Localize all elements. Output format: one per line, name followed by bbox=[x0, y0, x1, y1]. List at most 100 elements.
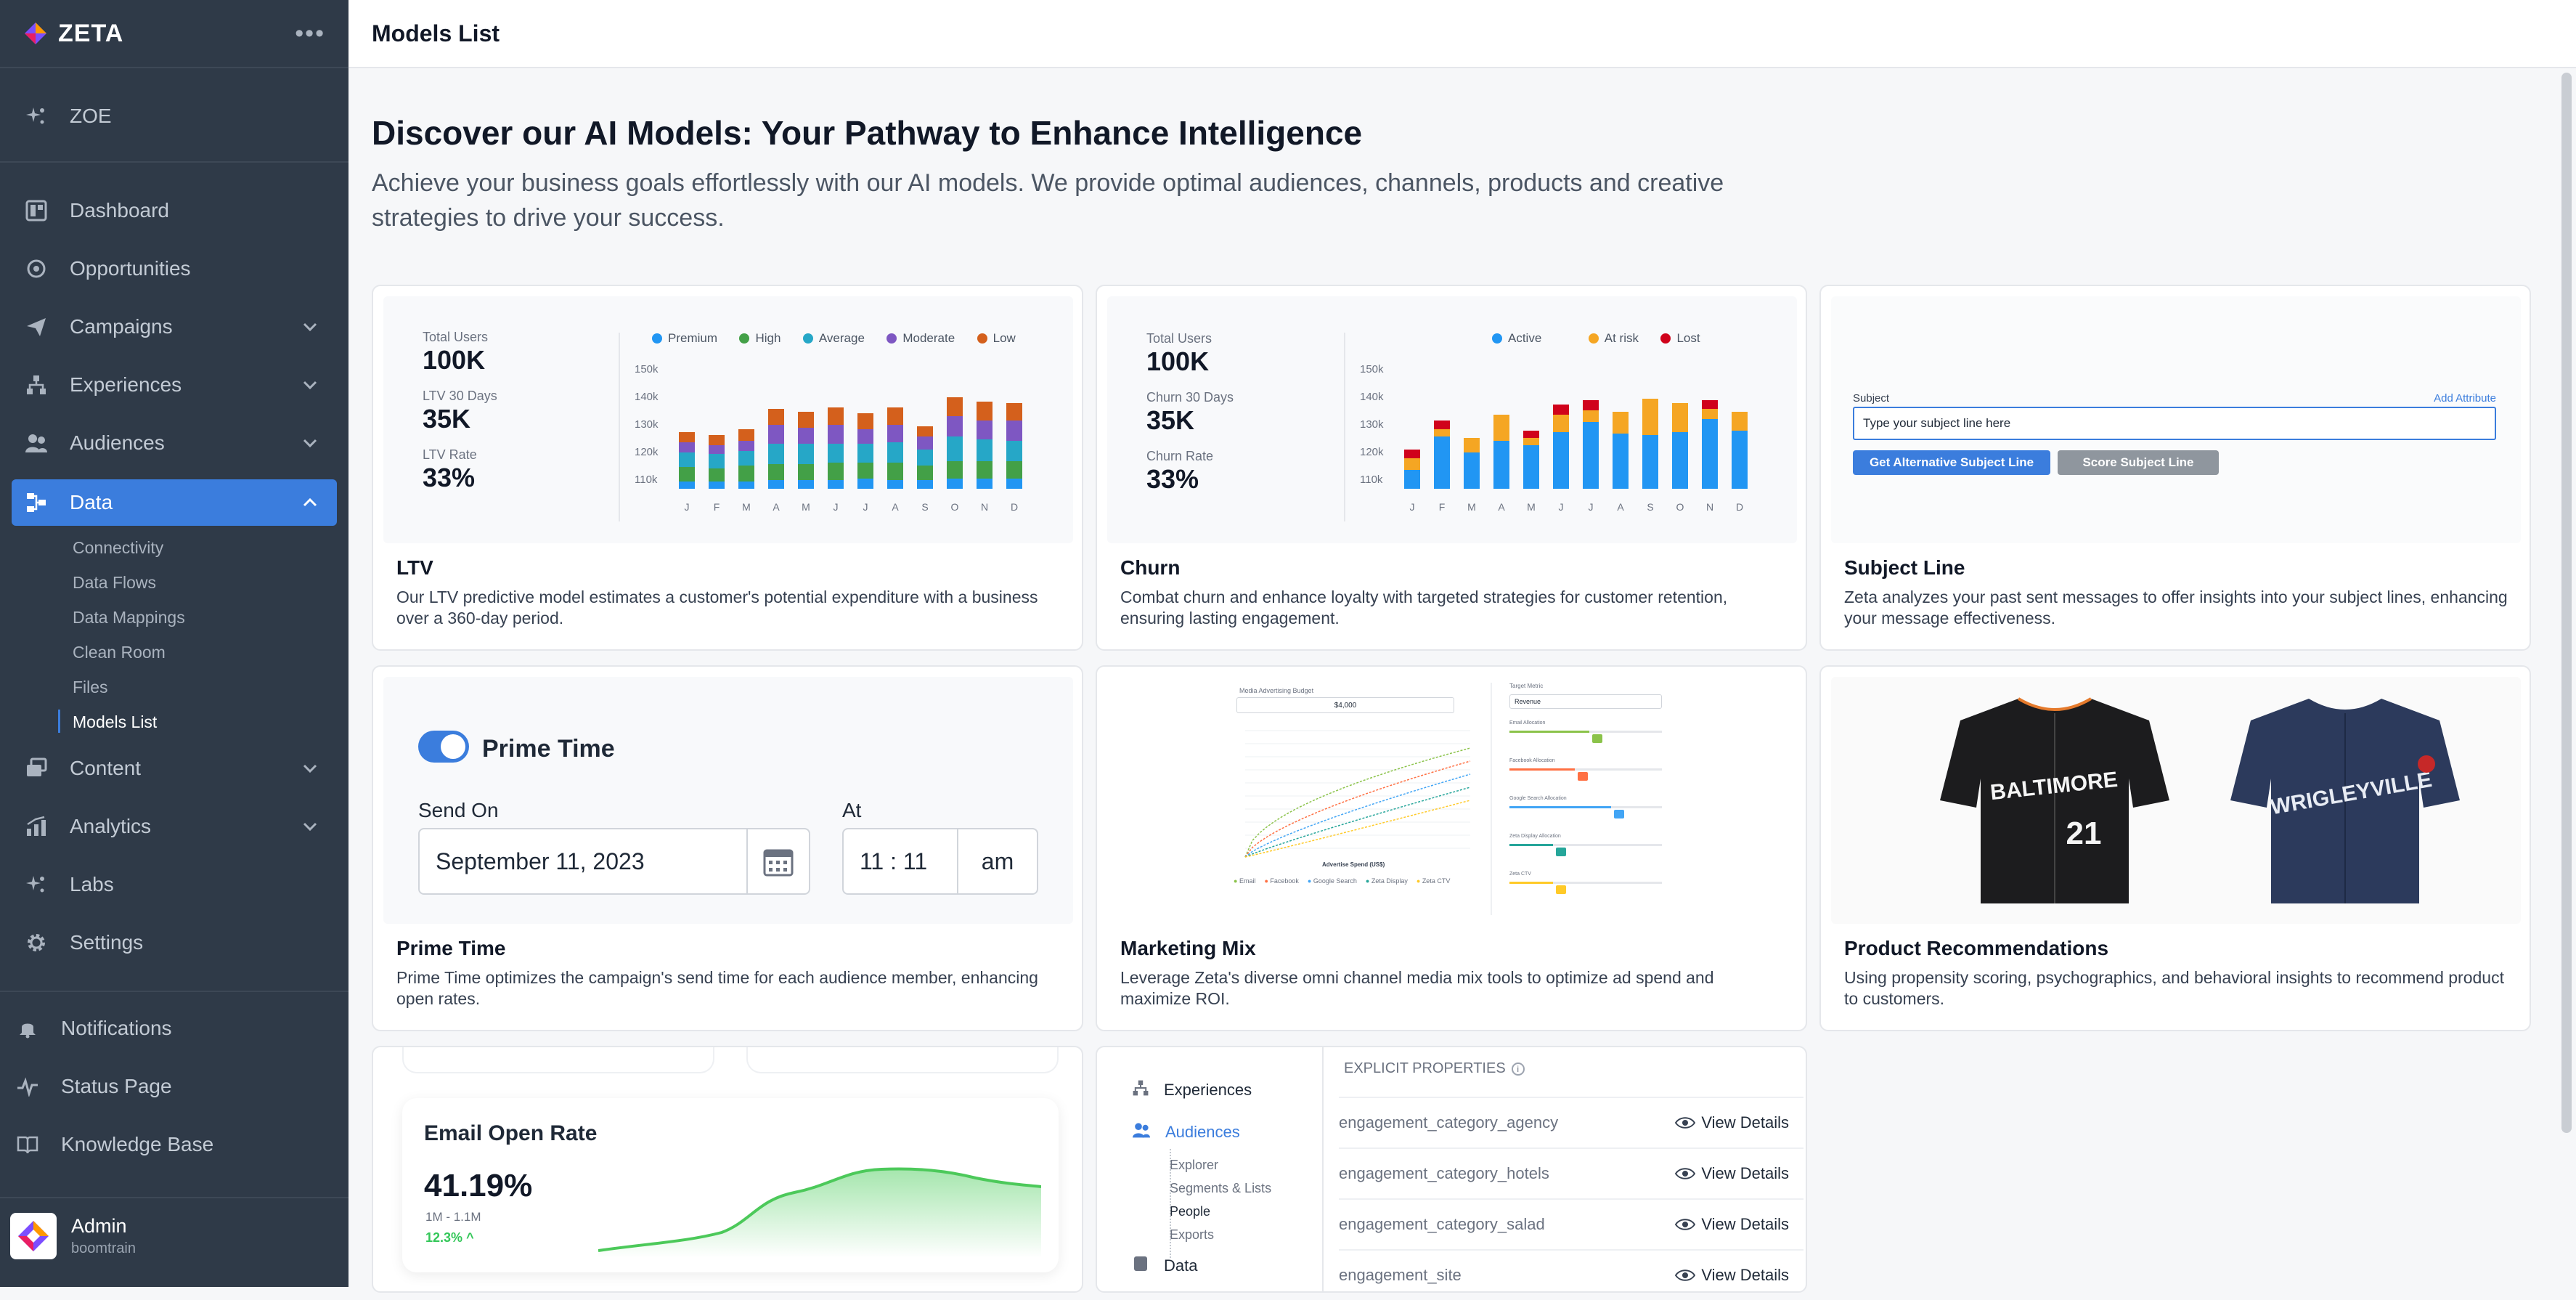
sub-item-clean-room[interactable]: Clean Room bbox=[73, 643, 166, 662]
bar-segment bbox=[887, 425, 903, 442]
view-details-button[interactable]: View Details bbox=[1675, 1215, 1789, 1234]
sidebar-item-label: Notifications bbox=[61, 1017, 172, 1039]
legend-label: Active bbox=[1508, 331, 1542, 345]
prime-time-toggle[interactable] bbox=[418, 731, 469, 763]
sub-item-connectivity[interactable]: Connectivity bbox=[73, 538, 164, 557]
nav-data[interactable]: Data bbox=[1132, 1255, 1197, 1277]
sidebar-item-knowledge-base[interactable]: Knowledge Base bbox=[3, 1121, 328, 1168]
sidebar-item-data[interactable]: Data bbox=[12, 479, 337, 526]
sidebar-item-settings[interactable]: Settings bbox=[12, 919, 337, 966]
sidebar-item-label: Experiences bbox=[70, 373, 182, 396]
allocation-slider[interactable] bbox=[1509, 806, 1662, 818]
model-card-subject-line[interactable]: Subject Add Attribute Type your subject … bbox=[1819, 285, 2531, 651]
bar-segment bbox=[917, 450, 933, 466]
scrollbar[interactable] bbox=[2561, 73, 2572, 1133]
sidebar-item-experiences[interactable]: Experiences bbox=[12, 362, 337, 408]
time-field[interactable]: 11 : 11 am bbox=[842, 828, 1038, 895]
sidebar-item-labs[interactable]: Labs bbox=[12, 861, 337, 908]
nav-audiences[interactable]: Audiences bbox=[1132, 1121, 1240, 1143]
more-icon[interactable]: ••• bbox=[295, 19, 325, 47]
metric-select[interactable]: Revenue bbox=[1509, 694, 1662, 709]
sidebar-item-notifications[interactable]: Notifications bbox=[3, 1005, 328, 1052]
sub-item-models-list[interactable]: Models List bbox=[57, 710, 158, 733]
bar-segment bbox=[828, 407, 844, 425]
view-details-button[interactable]: View Details bbox=[1675, 1164, 1789, 1183]
user-profile[interactable]: Admin boomtrain bbox=[10, 1213, 136, 1259]
score-subject-button[interactable]: Score Subject Line bbox=[2058, 450, 2219, 475]
x-tick-label: J bbox=[1410, 501, 1415, 513]
bar-segment bbox=[709, 468, 725, 482]
slider-handle[interactable] bbox=[1556, 885, 1566, 894]
brand-name: ZETA bbox=[58, 19, 124, 47]
sidebar-item-opportunities[interactable]: Opportunities bbox=[12, 245, 337, 292]
model-card-churn[interactable]: Total Users 100K Churn 30 Days 35K Churn… bbox=[1096, 285, 1807, 651]
nav-experiences[interactable]: Experiences bbox=[1132, 1079, 1252, 1101]
subject-input[interactable]: Type your subject line here bbox=[1853, 407, 2496, 440]
sidebar-item-status-page[interactable]: Status Page bbox=[3, 1063, 328, 1110]
subnav-exports[interactable]: Exports bbox=[1170, 1227, 1215, 1242]
eye-icon bbox=[1675, 1269, 1696, 1281]
info-icon[interactable]: i bbox=[1511, 1062, 1525, 1076]
add-attribute-link[interactable]: Add Attribute bbox=[2434, 392, 2496, 405]
date-field[interactable]: September 11, 2023 bbox=[418, 828, 810, 895]
x-tick-label: M bbox=[742, 501, 751, 513]
sub-item-files[interactable]: Files bbox=[73, 678, 108, 696]
model-card-ltv[interactable]: Total Users 100K LTV 30 Days 35K LTV Rat… bbox=[372, 285, 1083, 651]
model-card-marketing-mix[interactable]: Media Advertising Budget $4,000 Advertis… bbox=[1096, 665, 1807, 1031]
allocation-slider[interactable] bbox=[1509, 768, 1662, 781]
stat-label: Churn 30 Days bbox=[1146, 390, 1234, 405]
legend-item: ● Facebook bbox=[1264, 877, 1298, 885]
model-card-prime-time[interactable]: Prime Time Send On September 11, 2023 At… bbox=[372, 665, 1083, 1031]
sidebar-item-campaigns[interactable]: Campaigns bbox=[12, 304, 337, 350]
slider-handle[interactable] bbox=[1614, 810, 1624, 818]
x-tick-label: M bbox=[1467, 501, 1476, 513]
legend-high: High bbox=[739, 331, 780, 346]
calendar-icon[interactable] bbox=[746, 829, 809, 893]
users-icon bbox=[25, 431, 48, 455]
view-details-label: View Details bbox=[1701, 1113, 1789, 1132]
at-label: At bbox=[842, 799, 862, 821]
bar-segment bbox=[1523, 445, 1539, 489]
legend-label: Email bbox=[1239, 877, 1256, 885]
bar-segment bbox=[1523, 431, 1539, 438]
subnav-explorer[interactable]: Explorer bbox=[1170, 1158, 1219, 1172]
subnav-people[interactable]: People bbox=[1170, 1204, 1211, 1219]
get-alternative-subject-button[interactable]: Get Alternative Subject Line bbox=[1853, 450, 2050, 475]
sidebar-item-zoe[interactable]: ZOE bbox=[12, 93, 337, 139]
ampm-select[interactable]: am bbox=[957, 829, 1037, 893]
x-tick-label: J bbox=[1589, 501, 1594, 513]
bar-segment bbox=[947, 461, 963, 479]
bar-segment bbox=[1702, 419, 1718, 489]
model-card-email-open-rate[interactable]: Email Open Rate 41.19% 1M - 1.1M 12.3% ^ bbox=[372, 1046, 1083, 1293]
sidebar-item-analytics[interactable]: Analytics bbox=[12, 803, 337, 850]
view-details-button[interactable]: View Details bbox=[1675, 1266, 1789, 1285]
sidebar-item-label: Data bbox=[70, 491, 113, 513]
slider-handle[interactable] bbox=[1556, 848, 1566, 856]
bar-segment bbox=[977, 461, 993, 479]
slider-handle[interactable] bbox=[1578, 772, 1588, 781]
view-details-button[interactable]: View Details bbox=[1675, 1113, 1789, 1132]
bar-segment bbox=[947, 416, 963, 436]
bar-segment bbox=[828, 425, 844, 444]
bar-segment bbox=[1464, 452, 1480, 489]
slider-fill bbox=[1509, 731, 1589, 733]
allocation-slider[interactable] bbox=[1509, 844, 1662, 856]
stat-value: 35K bbox=[1146, 405, 1195, 435]
sidebar-item-label: Labs bbox=[70, 873, 114, 895]
bar-segment bbox=[1404, 458, 1420, 470]
send-on-label: Send On bbox=[418, 799, 499, 821]
sub-item-data-flows[interactable]: Data Flows bbox=[73, 573, 157, 592]
sidebar-item-content[interactable]: Content bbox=[12, 745, 337, 792]
budget-input[interactable]: $4,000 bbox=[1236, 697, 1454, 713]
churn-legend: Active At risk Lost bbox=[1492, 331, 1719, 347]
model-card-product-recommendations[interactable]: BALTIMORE 21 WRIGLEYVILLE Product Recomm… bbox=[1819, 665, 2531, 1031]
subnav-segments[interactable]: Segments & Lists bbox=[1170, 1181, 1272, 1195]
sub-item-data-mappings[interactable]: Data Mappings bbox=[73, 608, 185, 627]
slider-handle[interactable] bbox=[1592, 734, 1602, 743]
sidebar-item-dashboard[interactable]: Dashboard bbox=[12, 187, 337, 234]
allocation-slider[interactable] bbox=[1509, 882, 1662, 894]
sidebar-item-audiences[interactable]: Audiences bbox=[12, 420, 337, 466]
bar-segment bbox=[1642, 399, 1658, 435]
allocation-slider[interactable] bbox=[1509, 731, 1662, 743]
bar-segment bbox=[1434, 436, 1450, 489]
